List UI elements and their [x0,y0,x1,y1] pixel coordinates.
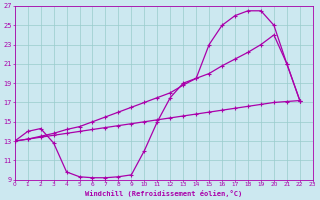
X-axis label: Windchill (Refroidissement éolien,°C): Windchill (Refroidissement éolien,°C) [85,190,242,197]
